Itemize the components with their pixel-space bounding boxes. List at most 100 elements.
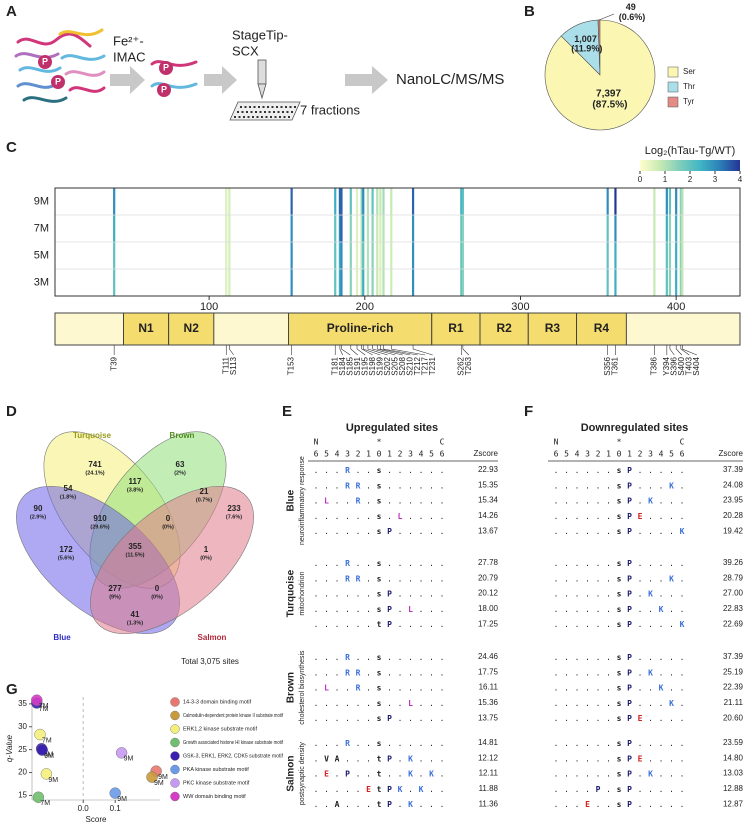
site-leader xyxy=(350,345,358,356)
text-part: . xyxy=(648,559,653,568)
zscore: 14.80 xyxy=(723,753,744,762)
site-label: Y394 xyxy=(662,356,671,375)
site-label: S191 xyxy=(353,356,362,375)
text-part: P xyxy=(627,511,632,520)
region-share: (1.3%) xyxy=(127,620,143,626)
text-part: . xyxy=(335,496,340,505)
text-part: . xyxy=(648,784,653,793)
text-part: s xyxy=(377,668,382,677)
text-part: . xyxy=(669,653,674,662)
text-part: . xyxy=(408,620,413,629)
text-part: . xyxy=(314,739,319,748)
text-part: R xyxy=(345,559,350,568)
text-part: s xyxy=(617,604,622,613)
text-part: . xyxy=(585,604,590,613)
text-part: . xyxy=(659,574,664,583)
text-part: . xyxy=(408,466,413,475)
text-part: . xyxy=(356,466,361,475)
text-part: . xyxy=(419,698,424,707)
heat-cell xyxy=(371,188,374,215)
y-tick-label: 35 xyxy=(18,699,27,708)
pipette-tip xyxy=(257,83,267,100)
text-part: . xyxy=(669,527,674,536)
point xyxy=(115,747,128,759)
text-part: P xyxy=(387,589,392,598)
step-label: NanoLC/MS/MS xyxy=(396,71,504,88)
text-part: . xyxy=(324,653,329,662)
heat-cell xyxy=(366,215,370,242)
zscore-header: Zscore xyxy=(474,449,499,458)
text-part: . xyxy=(440,620,445,629)
text-part: . xyxy=(356,754,361,763)
text-part: . xyxy=(596,466,601,475)
heat-cell xyxy=(338,269,341,296)
text-part: . xyxy=(335,559,340,568)
site-label: S400 xyxy=(677,356,686,375)
text-part: . xyxy=(680,739,685,748)
group-name: Turquoise xyxy=(286,569,297,617)
text-part: . xyxy=(564,754,569,763)
text-part: K xyxy=(398,784,403,793)
x-tick-label: 200 xyxy=(356,301,374,313)
heat-cell xyxy=(290,269,293,296)
colorbar-tick-label: 1 xyxy=(663,175,668,184)
text-part: . xyxy=(659,754,664,763)
text-part: . xyxy=(335,714,340,723)
text-part: . xyxy=(345,604,350,613)
domain xyxy=(288,312,433,346)
text-part: (0.6%) xyxy=(619,12,646,22)
text-part: . xyxy=(314,698,319,707)
text-part: . xyxy=(366,589,371,598)
text-part: . xyxy=(554,620,559,629)
text-part: . xyxy=(366,604,371,613)
zscore: 14.81 xyxy=(478,738,499,747)
step-label: SCX xyxy=(232,43,259,58)
text-part: . xyxy=(554,466,559,475)
text-part: . xyxy=(408,511,413,520)
text-part: . xyxy=(659,589,664,598)
motif: ...... s. L.... xyxy=(314,511,445,520)
zscore: 15.34 xyxy=(478,496,499,505)
text-part: . xyxy=(356,527,361,536)
text-part: . xyxy=(429,653,434,662)
text-part: P xyxy=(627,683,632,692)
table-title: Downregulated sites xyxy=(581,422,689,434)
group-term: postsynaptic density xyxy=(299,742,306,806)
text-part: . xyxy=(638,527,643,536)
domain xyxy=(123,312,170,346)
text-part: . xyxy=(680,466,685,475)
region-count: 1 xyxy=(204,545,209,554)
text-part: A xyxy=(335,754,340,763)
text-part: K xyxy=(648,769,653,778)
slice-label: 7,397 (87.5%) xyxy=(592,88,627,110)
text-part: . xyxy=(440,527,445,536)
text-part: . xyxy=(596,559,601,568)
heat-cell xyxy=(228,215,231,242)
text-part: . xyxy=(638,620,643,629)
site-leader xyxy=(675,345,683,356)
text-part: . xyxy=(314,496,319,505)
heat-cell xyxy=(225,188,228,215)
step-label: StageTip- xyxy=(232,27,288,42)
point-label: 9M xyxy=(44,753,54,760)
text-part: t xyxy=(377,620,382,629)
text-part: . xyxy=(575,527,580,536)
text-part: . xyxy=(324,527,329,536)
text-part: P xyxy=(627,668,632,677)
text-part: A xyxy=(335,800,340,809)
text-part: . xyxy=(324,668,329,677)
text-part: . xyxy=(638,496,643,505)
text-part: R xyxy=(356,481,361,490)
zscore: 20.12 xyxy=(478,589,499,598)
text-part: . xyxy=(669,683,674,692)
text-part: . xyxy=(606,574,611,583)
heat-cell xyxy=(225,269,228,296)
text-part: . xyxy=(345,589,350,598)
text-part: P xyxy=(387,527,392,536)
text-part: . xyxy=(585,769,590,778)
